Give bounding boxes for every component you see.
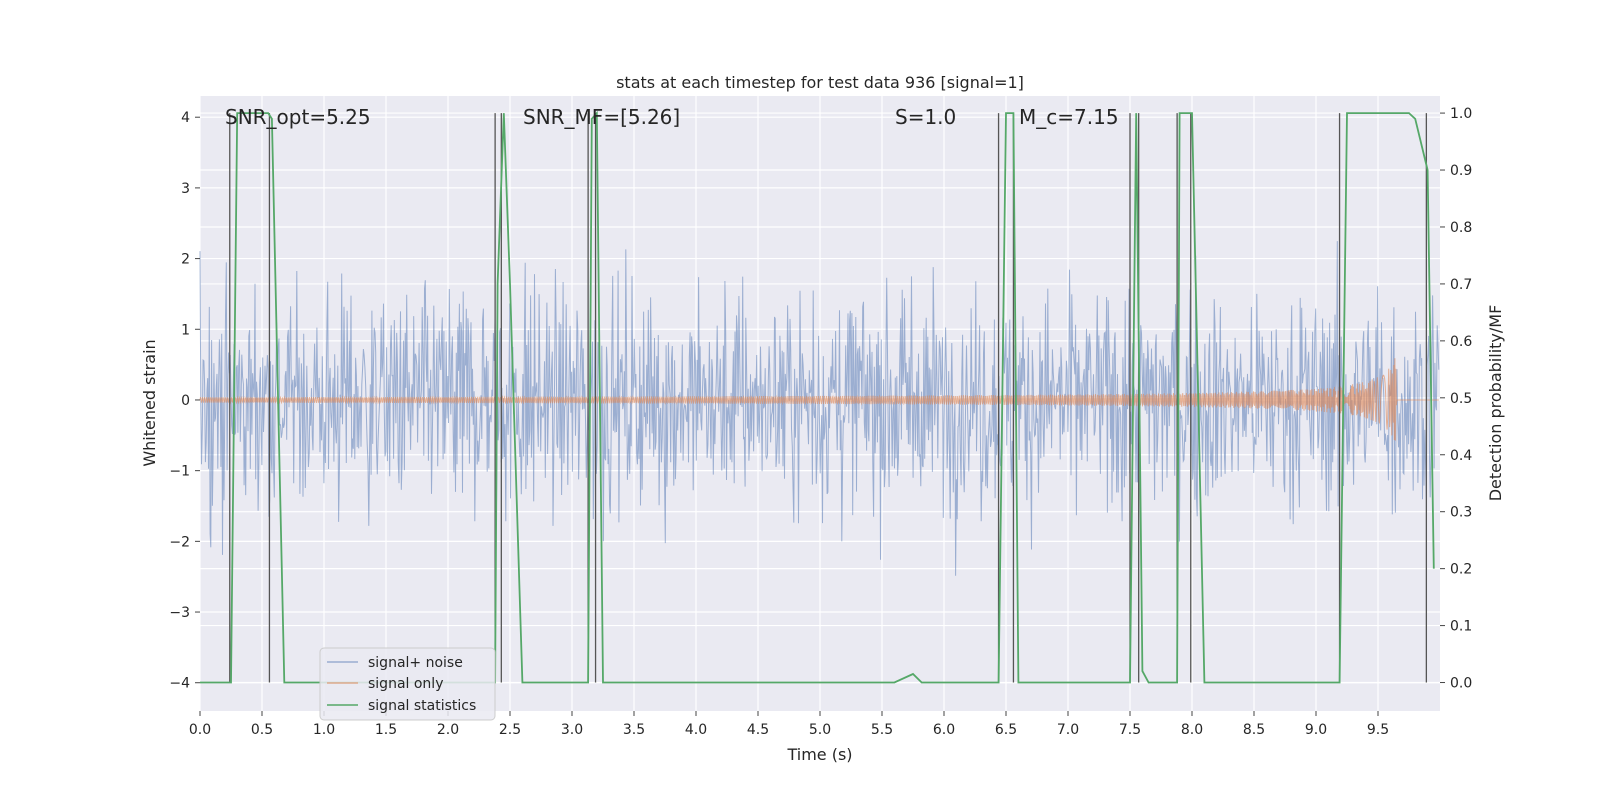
legend-box: [319, 647, 496, 721]
x-tick-label: 5.0: [809, 722, 831, 738]
x-tick-label: 7.5: [1119, 722, 1141, 738]
x-tick-label: 4.5: [747, 722, 769, 738]
x-tick-label: 3.0: [561, 722, 583, 738]
x-tick-label: 2.0: [437, 722, 459, 738]
series-signal-only: [199, 358, 1439, 441]
y-tick-label: 0: [181, 393, 190, 409]
x-tick-label: 3.5: [623, 722, 645, 738]
annotation-s: S=1.0: [895, 105, 956, 129]
y-right-tick-label: 0.3: [1450, 505, 1472, 521]
annotations: SNR_opt=5.25 SNR_MF=[5.26] S=1.0 M_c=7.1…: [225, 105, 1119, 129]
x-tick-label: 4.0: [685, 722, 707, 738]
x-tick-label: 9.0: [1305, 722, 1327, 738]
x-axis-label: Time (s): [786, 745, 852, 764]
x-tick-label: 0.0: [189, 722, 211, 738]
y-tick-label: 4: [181, 110, 190, 126]
x-tick-label: 1.5: [375, 722, 397, 738]
annotation-snr-opt: SNR_opt=5.25: [225, 105, 371, 129]
vertical-lines: [229, 113, 1428, 683]
x-tick-label: 8.0: [1181, 722, 1203, 738]
annotation-snr-mf: SNR_MF=[5.26]: [523, 105, 680, 129]
signal-plus-noise-line: [199, 241, 1440, 576]
y-right-tick-label: 0.4: [1450, 448, 1472, 464]
y-tick-label: 1: [181, 322, 190, 338]
y-right-tick-label: 0.7: [1450, 277, 1472, 293]
x-tick-label: 1.0: [313, 722, 335, 738]
y-axis-ticks: −4 −3 −2 −1 0 1 2 3 4: [169, 110, 200, 692]
y-right-tick-label: 0.1: [1450, 619, 1472, 635]
y-right-tick-label: 0.2: [1450, 562, 1472, 578]
x-tick-label: 6.5: [995, 722, 1017, 738]
y-axis-label: Whitened strain: [140, 339, 159, 466]
y-right-tick-label: 0.5: [1450, 391, 1472, 407]
legend-label-signal-statistics: signal statistics: [368, 698, 476, 714]
y-tick-label: −4: [169, 676, 190, 692]
legend: signal+ noise signal only signal statist…: [319, 647, 496, 721]
x-tick-label: 9.5: [1367, 722, 1389, 738]
x-axis-ticks: 0.0 0.5 1.0 1.5 2.0 2.5 3.0 3.5 4.0 4.5 5.0 5.5 6.0 6…: [189, 711, 1389, 738]
y-right-tick-label: 1.0: [1450, 106, 1472, 122]
y-right-tick-label: 0.9: [1450, 163, 1472, 179]
x-tick-label: 6.0: [933, 722, 955, 738]
x-tick-label: 5.5: [871, 722, 893, 738]
chart-title: stats at each timestep for test data 936…: [616, 73, 1024, 92]
signal-only-line: [199, 358, 1439, 441]
legend-label-signal-plus-noise: signal+ noise: [368, 655, 463, 671]
y-right-axis-label: Detection probability/MF: [1486, 305, 1505, 502]
y-tick-label: −1: [169, 464, 190, 480]
y-right-tick-label: 0.6: [1450, 334, 1472, 350]
series-signal-plus-noise: [199, 241, 1440, 576]
y-tick-label: −3: [169, 605, 190, 621]
x-tick-label: 0.5: [251, 722, 273, 738]
x-tick-label: 2.5: [499, 722, 521, 738]
y-right-axis-ticks: 0.0 0.1 0.2 0.3 0.4 0.5 0.6 0.7 0.8 0.9 1.0: [1440, 106, 1472, 692]
y-tick-label: 2: [181, 252, 190, 268]
y-right-tick-label: 0.8: [1450, 220, 1472, 236]
x-tick-label: 7.0: [1057, 722, 1079, 738]
x-tick-label: 8.5: [1243, 722, 1265, 738]
y-tick-label: −2: [169, 534, 190, 550]
y-tick-label: 3: [181, 181, 190, 197]
legend-label-signal-only: signal only: [368, 676, 443, 692]
annotation-mc: M_c=7.15: [1019, 105, 1119, 129]
y-right-tick-label: 0.0: [1450, 676, 1472, 692]
